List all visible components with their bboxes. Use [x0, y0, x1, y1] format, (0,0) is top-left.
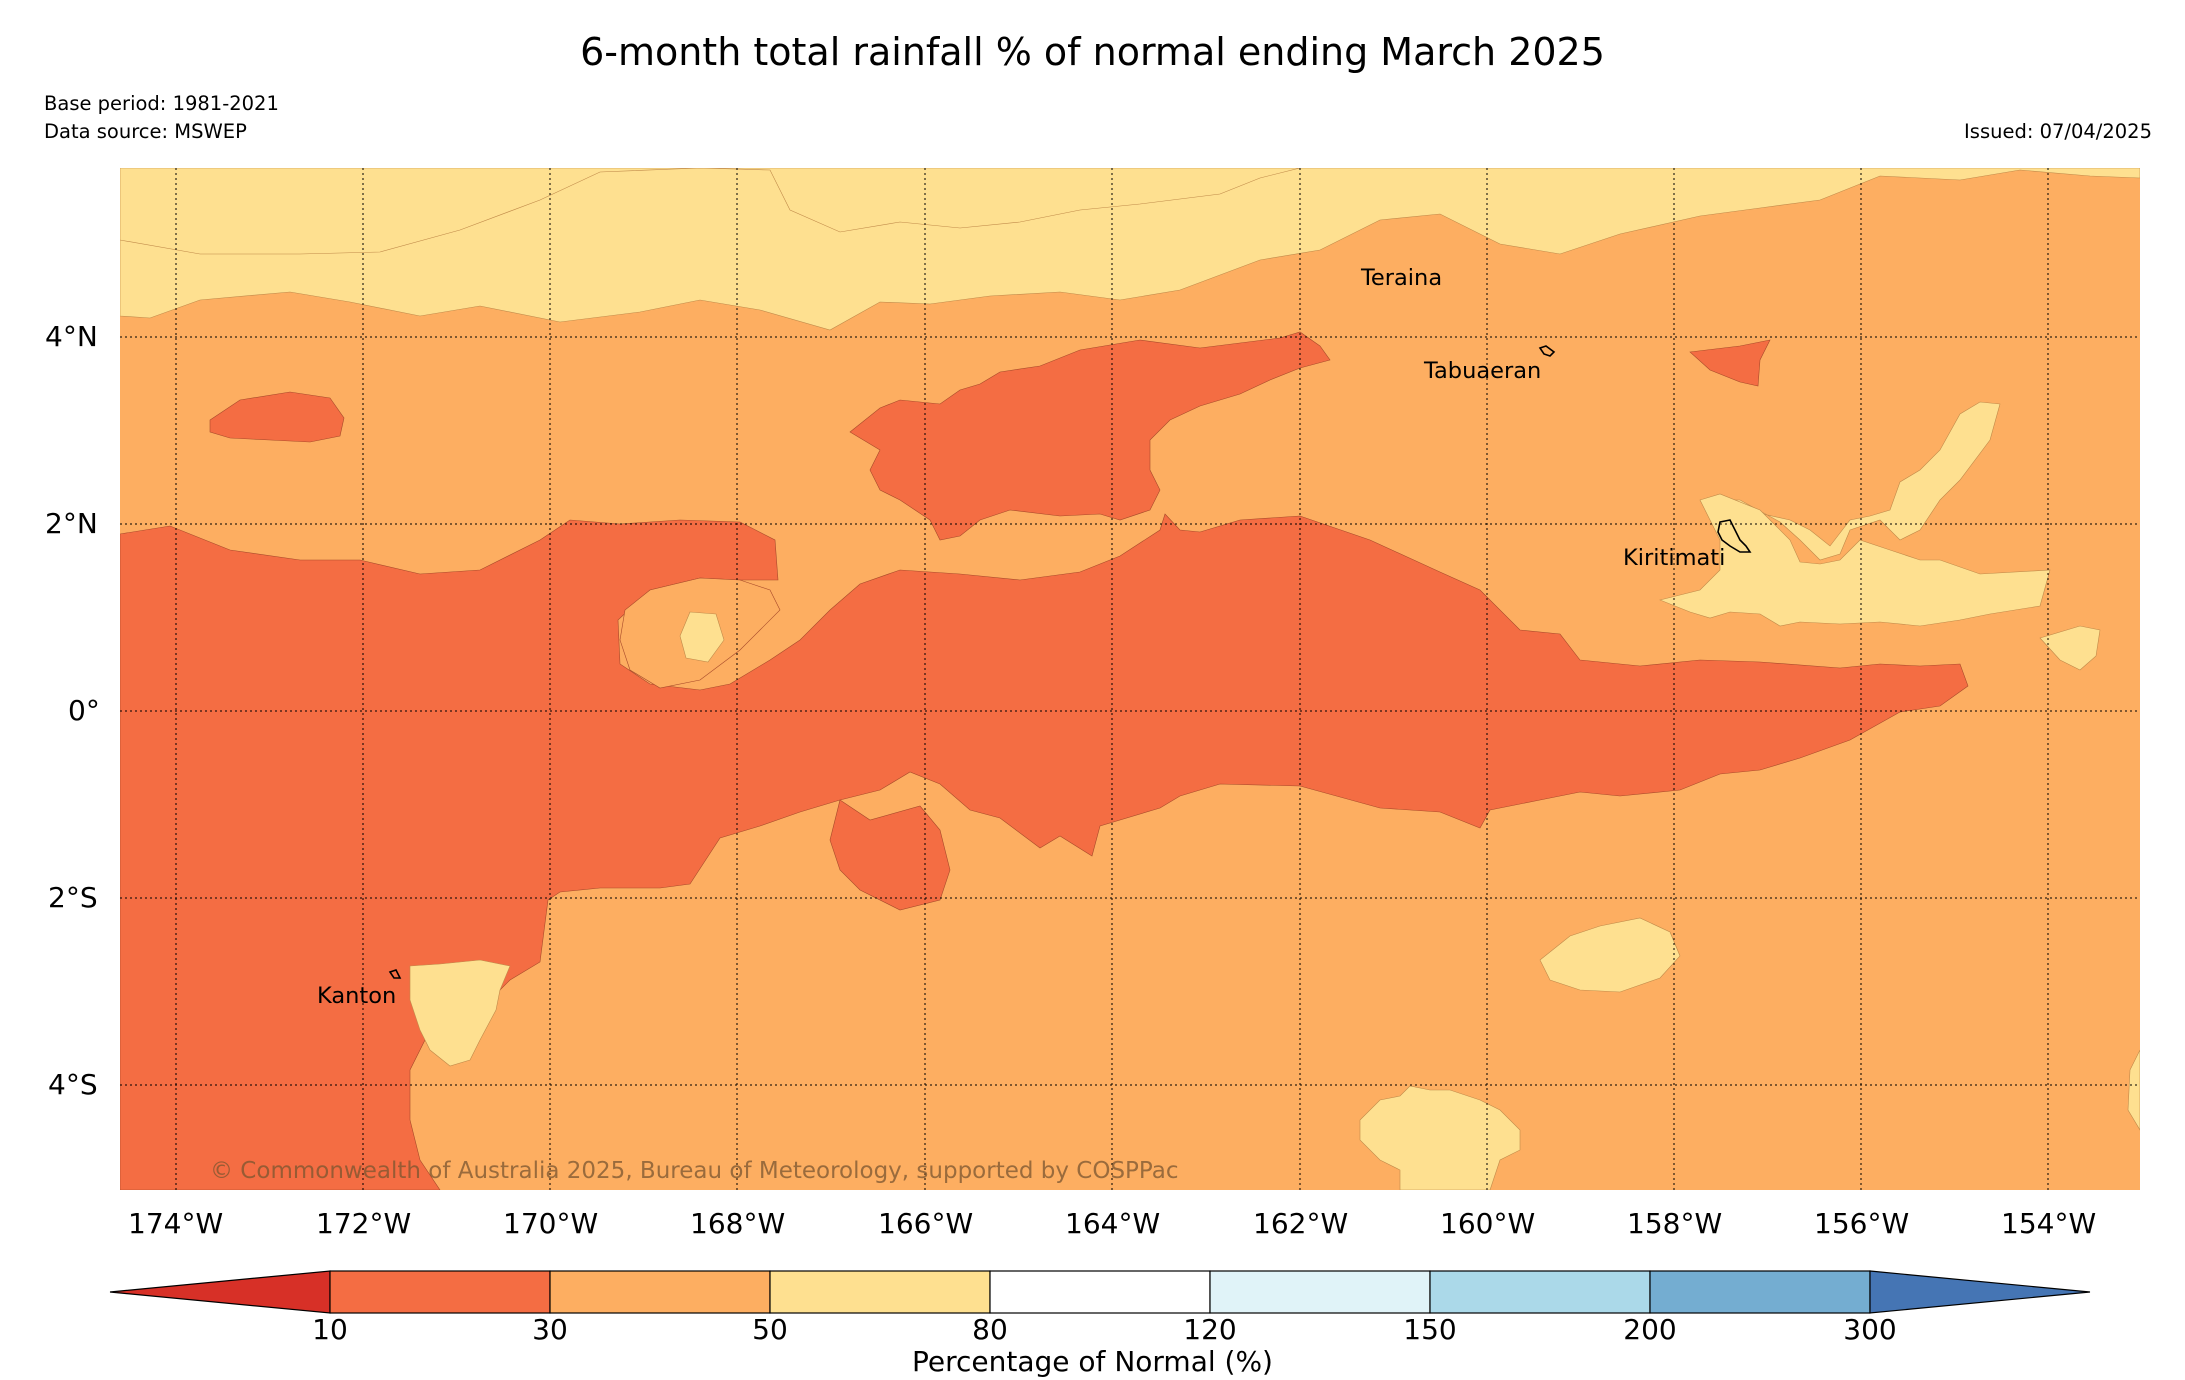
- region-10-30-north-central: [849, 331, 1331, 541]
- lon-tick: 166°W: [878, 1207, 974, 1240]
- region-50-80-kiritimati-2: [1659, 493, 2051, 627]
- lon-tick: 172°W: [316, 1207, 412, 1240]
- lat-tick: 4°N: [45, 320, 98, 353]
- island-kanton: [388, 969, 402, 979]
- colorbar-segment: [1649, 1270, 1871, 1314]
- lat-tick: 0°: [68, 694, 100, 727]
- region-50-80-kiritimati: [1699, 401, 2001, 561]
- colorbar-tick: 120: [1183, 1313, 1237, 1346]
- colorbar-tick: 300: [1843, 1313, 1897, 1346]
- island-tabuaeran: [1538, 345, 1556, 357]
- colorbar-extend-low: [109, 1270, 331, 1314]
- lon-tick: 162°W: [1253, 1207, 1349, 1240]
- region-50-80-pocket: [679, 611, 725, 663]
- colorbar-segment: [1209, 1270, 1431, 1314]
- place-tabuaeran: Tabuaeran: [1424, 358, 1542, 384]
- lon-tick: 174°W: [128, 1207, 224, 1240]
- data-source: Data source: MSWEP: [44, 120, 247, 143]
- lon-tick: 164°W: [1065, 1207, 1161, 1240]
- colorbar-label: Percentage of Normal (%): [912, 1345, 1273, 1378]
- lat-tick: 4°S: [48, 1068, 98, 1101]
- colorbar-segment: [1429, 1270, 1651, 1314]
- lon-tick: 156°W: [1814, 1207, 1910, 1240]
- lat-tick: 2°S: [48, 881, 98, 914]
- region-50-80-north-top: [120, 168, 1301, 255]
- copyright-notice: © Commonwealth of Australia 2025, Bureau…: [210, 1158, 1179, 1184]
- issued-date: Issued: 07/04/2025: [1964, 120, 2152, 143]
- colorbar-tick: 30: [532, 1313, 568, 1346]
- colorbar-tick: 200: [1623, 1313, 1677, 1346]
- lat-tick: 2°N: [45, 507, 98, 540]
- base-period: Base period: 1981-2021: [44, 92, 279, 115]
- lon-tick: 154°W: [2001, 1207, 2097, 1240]
- region-10-30-upper-left: [209, 391, 345, 443]
- colorbar-segment: [769, 1270, 991, 1314]
- place-teraina: Teraina: [1361, 265, 1443, 291]
- lon-tick: 168°W: [690, 1207, 786, 1240]
- region-10-30-east-north: [1689, 339, 1771, 387]
- colorbar-segment: [549, 1270, 771, 1314]
- colorbar-tick: 150: [1403, 1313, 1457, 1346]
- lon-tick: 170°W: [503, 1207, 599, 1240]
- colorbar-tick: 50: [752, 1313, 788, 1346]
- region-50-80-east-edge: [2127, 1049, 2140, 1131]
- map-field: [120, 168, 2140, 1190]
- colorbar-tick: 80: [972, 1313, 1008, 1346]
- island-kiritimati: [1717, 519, 1752, 553]
- map-title: 6-month total rainfall % of normal endin…: [580, 30, 1605, 74]
- region-50-80-southeast: [1539, 917, 1681, 993]
- place-kanton: Kanton: [317, 983, 397, 1009]
- lon-tick: 158°W: [1627, 1207, 1723, 1240]
- colorbar-segment: [989, 1270, 1211, 1314]
- region-50-80-east-dot: [2039, 625, 2101, 671]
- gridlines: [120, 168, 2140, 1190]
- colorbar-segment: [329, 1270, 551, 1314]
- colorbar: [109, 1270, 2091, 1314]
- lon-tick: 160°W: [1440, 1207, 1536, 1240]
- region-10-30-south-lobe: [829, 799, 951, 911]
- region-50-80-southwest: [409, 959, 511, 1067]
- region-50-80-north: [120, 168, 2140, 331]
- colorbar-tick: 10: [312, 1313, 348, 1346]
- place-kiritimati: Kiritimati: [1623, 545, 1726, 571]
- colorbar-extend-high: [1869, 1270, 2091, 1314]
- region-50-80-south: [1359, 1085, 1521, 1190]
